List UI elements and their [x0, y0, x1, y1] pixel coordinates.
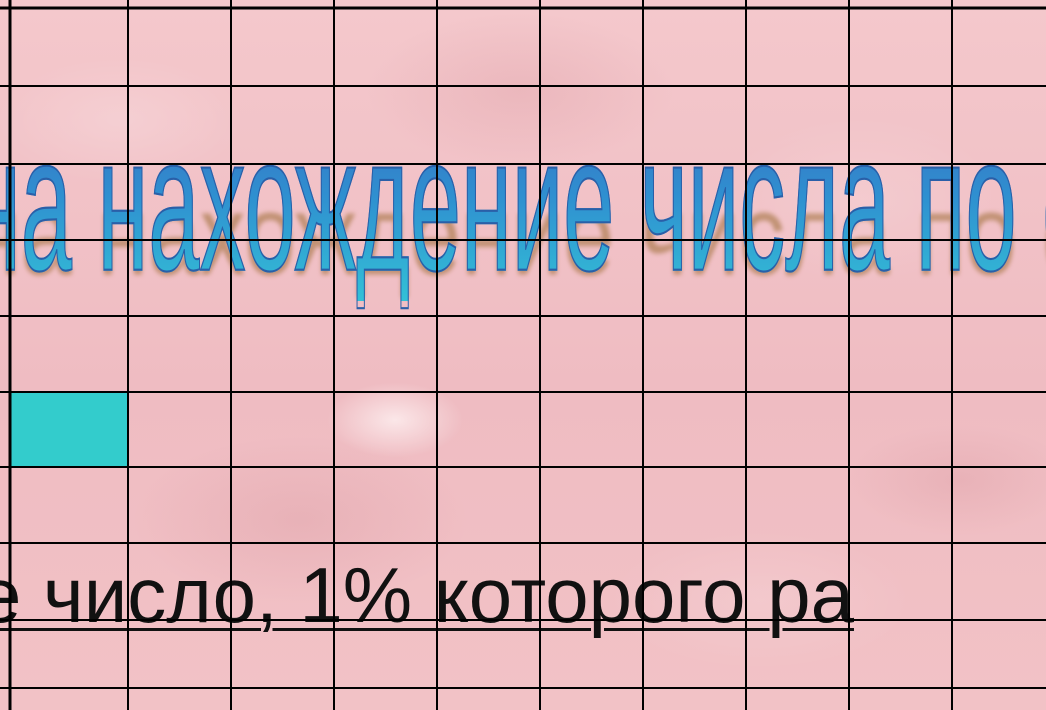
problem-text: е число, 1% которого ра — [0, 551, 854, 639]
highlight-box — [10, 392, 127, 466]
title-shadow: на нахождение числа по его процентам — [0, 178, 1046, 293]
slide-title: на нахождение числа по его процентам — [0, 107, 1046, 302]
